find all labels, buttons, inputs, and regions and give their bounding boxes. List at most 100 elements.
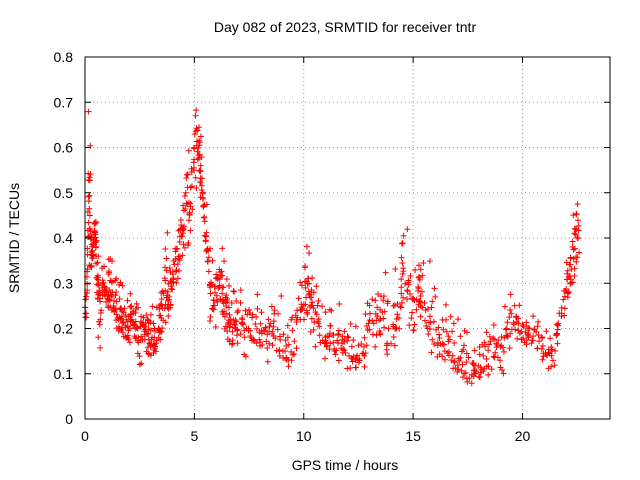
data-point [362,311,369,318]
data-point [384,300,391,307]
data-point [530,313,537,320]
data-point [549,346,556,353]
data-point [573,211,580,218]
data-point [571,230,578,237]
data-point [164,297,171,304]
data-point [561,305,568,312]
data-point [413,306,420,313]
data-point [567,254,574,261]
data-point [220,284,227,291]
data-point [288,357,295,364]
y-tick-label: 0.7 [54,94,74,110]
data-point [83,293,90,300]
data-point [193,184,200,191]
data-point [442,316,449,323]
data-point [209,257,216,264]
data-point [388,340,395,347]
data-point [233,318,240,325]
data-point [201,214,208,221]
data-point [285,363,292,370]
data-point [421,300,428,307]
data-point [419,288,426,295]
data-point [103,299,110,306]
y-tick-label: 0.4 [54,230,74,246]
data-point [229,341,236,348]
data-point [130,319,137,326]
data-point [241,334,248,341]
data-point [133,300,140,307]
data-point [524,331,531,338]
data-point [276,352,283,359]
data-point [501,303,508,310]
data-point [417,292,424,299]
data-point [289,314,296,321]
data-point [186,199,193,206]
data-point [503,325,510,332]
data-point [250,336,257,343]
data-point [566,289,573,296]
data-point [480,368,487,375]
data-point [134,304,141,311]
data-point [446,348,453,355]
data-point [211,302,218,309]
data-point [342,349,349,356]
data-point [163,255,170,262]
data-point [179,229,186,236]
data-point [205,254,212,261]
data-point [196,124,203,131]
data-point [398,290,405,297]
data-point [140,314,147,321]
x-tick-label: 5 [190,428,198,444]
data-point [132,318,139,325]
data-point [306,290,313,297]
data-point [507,306,514,313]
data-point [571,245,578,252]
data-point [400,268,407,275]
data-point [196,142,203,149]
data-point [404,295,411,302]
data-point [369,296,376,303]
data-point [567,261,574,268]
data-point [551,362,558,369]
data-point [305,275,312,282]
data-point [490,322,497,329]
data-point [455,366,462,373]
data-point [162,277,169,284]
data-point [152,348,159,355]
data-point [268,303,275,310]
data-point [539,334,546,341]
data-point [439,353,446,360]
data-point [219,290,226,297]
data-point [335,357,342,364]
data-point [499,367,506,374]
data-point [117,279,124,286]
data-point [174,261,181,268]
data-point [87,263,94,270]
data-point [465,354,472,361]
data-point [177,216,184,223]
data-point [254,305,261,312]
data-point [270,323,277,330]
data-point [288,348,295,355]
data-point [316,332,323,339]
data-point [181,192,188,199]
data-point [244,311,251,318]
data-point [529,337,536,344]
data-point [93,260,100,267]
data-point [488,366,495,373]
data-point [315,298,322,305]
data-point [197,162,204,169]
data-point [480,352,487,359]
data-point [163,267,170,274]
data-point [178,233,185,240]
data-point [490,335,497,342]
data-point [253,313,260,320]
data-point [196,167,203,174]
data-point [306,250,313,257]
data-point [485,363,492,370]
data-point [380,315,387,322]
data-point [540,353,547,360]
data-point [429,336,436,343]
data-point [246,306,253,313]
data-point [231,322,238,329]
